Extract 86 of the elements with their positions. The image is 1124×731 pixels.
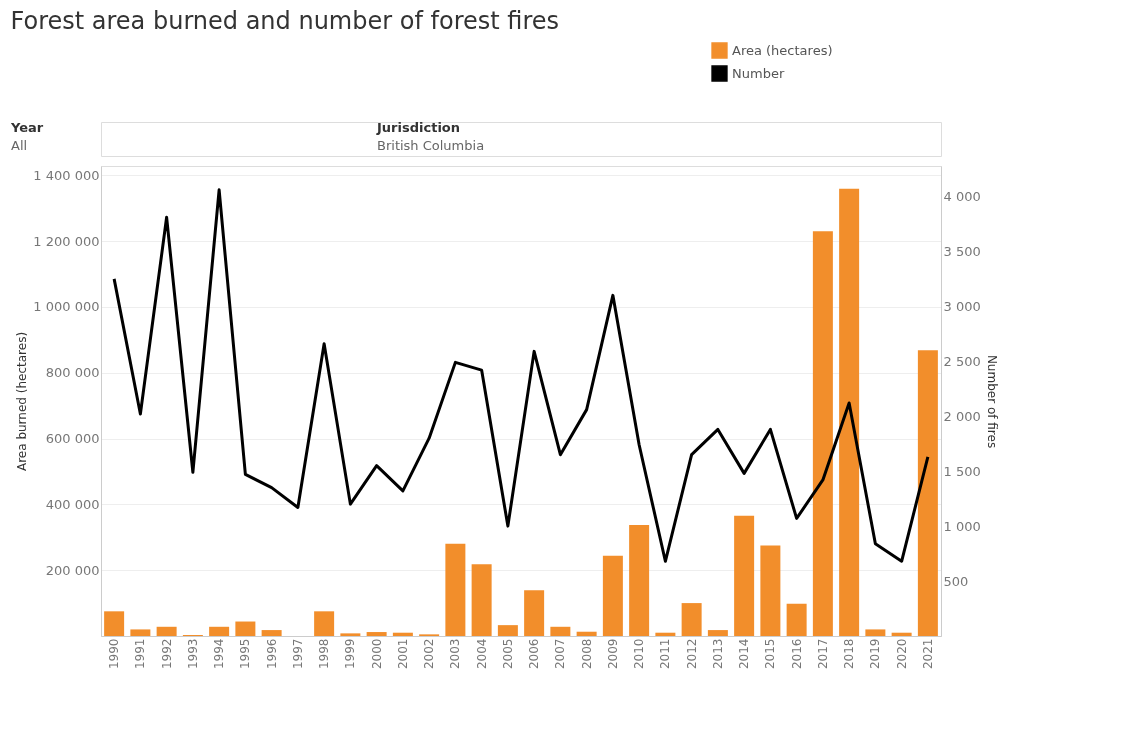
x-tick-label: 2020 xyxy=(894,638,909,670)
bar xyxy=(261,630,282,636)
bar xyxy=(917,350,938,636)
y2-tick-label: 3 000 xyxy=(943,298,981,314)
x-tick-label: 1997 xyxy=(290,638,305,670)
x-tick-label: 2003 xyxy=(448,638,463,670)
x-tick-label: 1995 xyxy=(238,638,253,670)
text: British Columbia xyxy=(377,138,485,153)
x-tick-label: 2004 xyxy=(474,638,489,670)
x-tick-label: 2008 xyxy=(579,638,594,670)
y-tick-label: 600 000 xyxy=(45,431,100,447)
bar xyxy=(760,545,781,636)
bar xyxy=(445,543,466,636)
y2-tick-label: 1 500 xyxy=(943,463,981,479)
x-tick-label: 2016 xyxy=(789,638,804,670)
x-tick-label: 1996 xyxy=(264,638,279,670)
x-tick-label: 2021 xyxy=(920,638,935,670)
bar xyxy=(235,621,256,636)
x-tick-label: 2005 xyxy=(500,638,515,670)
x-tick-label: 2001 xyxy=(395,638,410,670)
x-tick-label: 1994 xyxy=(212,638,227,670)
chart-title: Forest area burned and number of forest fires xyxy=(10,7,560,35)
bar xyxy=(550,626,571,636)
x-tick-label: 2011 xyxy=(658,638,673,670)
y-tick-label: 200 000 xyxy=(45,562,100,578)
x-tick-label: 2009 xyxy=(605,638,620,670)
y-tick-label: 1 000 000 xyxy=(33,299,100,315)
x-tick-label: 1999 xyxy=(343,638,358,670)
legend-label: Number xyxy=(732,65,785,81)
y-tick-label: 400 000 xyxy=(45,496,100,512)
x-tick-label: 2013 xyxy=(710,638,725,670)
x-tick-label: 1993 xyxy=(185,638,200,670)
bar xyxy=(655,632,676,636)
bar xyxy=(786,603,807,636)
x-tick-label: 2002 xyxy=(422,638,437,670)
y2-tick-label: 3 500 xyxy=(943,243,981,259)
y-tick-label: 1 200 000 xyxy=(33,233,100,249)
x-tick-label: 1990 xyxy=(107,638,122,670)
x-tick-label: 2015 xyxy=(763,638,778,670)
bar xyxy=(104,611,125,636)
text: All xyxy=(11,138,28,153)
y-tick-label: 800 000 xyxy=(45,365,100,381)
bar xyxy=(812,231,833,636)
bar xyxy=(130,629,151,636)
y2-tick-label: 1 000 xyxy=(943,518,981,534)
bar xyxy=(576,631,597,636)
x-tick-label: 1991 xyxy=(133,638,148,670)
x-tick-label: 2014 xyxy=(737,638,752,670)
bar xyxy=(156,626,177,636)
bar xyxy=(891,632,912,636)
bar xyxy=(629,525,650,636)
x-tick-label: 2019 xyxy=(868,638,883,670)
y2-tick-label: 2 000 xyxy=(943,408,981,424)
y-axis-title: Area burned (hectares) xyxy=(15,331,30,472)
x-tick-label: 1992 xyxy=(159,638,174,670)
x-tick-label: 2007 xyxy=(553,638,568,670)
bar xyxy=(471,564,492,636)
x-tick-label: 2010 xyxy=(632,638,647,670)
y-tick-label: 1 400 000 xyxy=(33,167,100,183)
legend-label: Area (hectares) xyxy=(732,42,833,58)
bar xyxy=(314,611,335,636)
x-tick-label: 1998 xyxy=(317,638,332,670)
bar xyxy=(839,188,860,636)
bar xyxy=(340,633,361,636)
y2-tick-label: 4 000 xyxy=(943,188,981,204)
y2-tick-label: 500 xyxy=(943,573,969,589)
bar xyxy=(524,590,545,636)
text: Jurisdiction xyxy=(376,120,461,135)
bar xyxy=(497,625,518,636)
bar xyxy=(209,626,230,636)
x-tick-label: 2000 xyxy=(369,638,384,670)
bar xyxy=(707,630,728,636)
x-tick-label: 2006 xyxy=(527,638,542,670)
line-series xyxy=(112,188,930,563)
bar xyxy=(602,555,623,636)
text: Year xyxy=(10,120,44,135)
y2-tick-label: 2 500 xyxy=(943,353,981,369)
y2-axis-title: Number of fires xyxy=(984,354,999,449)
bar xyxy=(392,632,413,636)
bar xyxy=(734,515,755,636)
x-tick-label: 2018 xyxy=(842,638,857,670)
bar xyxy=(865,629,886,636)
bar xyxy=(366,632,387,636)
x-tick-label: 2012 xyxy=(684,638,699,670)
x-tick-label: 2017 xyxy=(815,638,830,670)
bar xyxy=(681,603,702,636)
